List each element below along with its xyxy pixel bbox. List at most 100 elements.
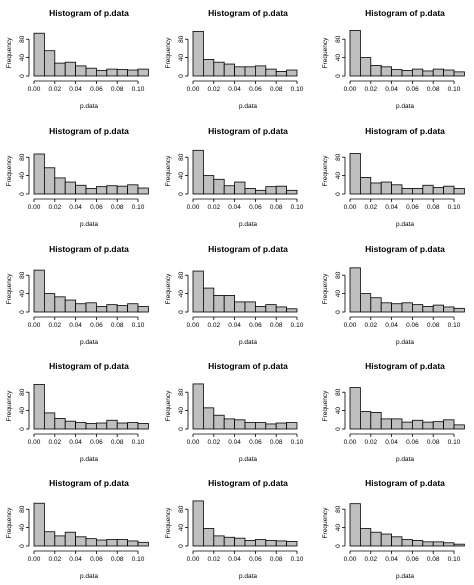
x-tick-label: 0.04: [228, 86, 241, 93]
histogram-bar: [265, 68, 277, 77]
x-tick-label: 0.06: [249, 204, 262, 211]
histogram-bar: [286, 69, 298, 77]
histogram-bar: [202, 59, 215, 77]
histogram-bar: [96, 186, 108, 195]
histogram-bar: [349, 30, 361, 77]
histogram-bar: [85, 302, 97, 313]
chart-title: Histogram of p.data: [365, 8, 445, 18]
histogram-bar: [137, 306, 149, 313]
x-tick-label: 0.08: [427, 322, 440, 329]
y-tick-label: 40: [19, 290, 26, 298]
histogram-panel-14: Histogram of p.data 0.00 0.02 0.04 0.06 0.08 0…: [165, 478, 304, 580]
histogram-bar: [443, 419, 455, 430]
x-tick-label: 0.04: [69, 204, 82, 211]
histogram-bar: [64, 420, 76, 430]
histogram-bar: [286, 189, 298, 195]
x-tick-label: 0.08: [270, 322, 283, 329]
histogram-bar: [223, 418, 235, 430]
histogram-bar: [443, 542, 455, 547]
histogram-bar: [116, 305, 128, 313]
histogram-bar: [234, 181, 246, 195]
x-tick-label: 0.04: [228, 556, 241, 563]
x-axis-label: p.data: [239, 221, 257, 228]
x-tick-label: 0.04: [228, 439, 241, 446]
x-tick-label: 0.04: [69, 322, 82, 329]
x-tick-label: 0.10: [291, 86, 304, 93]
x-tick-label: 0.08: [270, 86, 283, 93]
histogram-bar: [275, 71, 288, 77]
histogram-bar: [96, 70, 108, 77]
histogram-bar: [265, 423, 277, 430]
histogram-bar: [453, 71, 465, 77]
x-tick-label: 0.08: [111, 439, 124, 446]
histogram-bar: [359, 293, 372, 313]
histogram-bar: [137, 423, 149, 430]
histogram-panel-7: Histogram of p.data 0.00 0.02 0.04 0.06 0.08 0…: [6, 244, 149, 346]
x-tick-label: 0.02: [364, 556, 377, 563]
x-axis-label: p.data: [396, 103, 414, 110]
y-tick-label: 80: [335, 153, 342, 161]
histogram-bar: [213, 414, 225, 430]
y-axis-label: Frequency: [322, 37, 329, 68]
histogram-panel-9: Histogram of p.data 0.00 0.02 0.04 0.06 0.08 0…: [322, 244, 465, 346]
histogram-bar: [422, 541, 434, 547]
y-tick-label: 40: [19, 172, 26, 180]
histogram-bar: [33, 153, 45, 195]
histogram-bar: [96, 422, 108, 430]
histogram-bar: [85, 423, 97, 430]
histogram-bar: [349, 503, 361, 547]
histogram-bar: [391, 303, 403, 313]
x-tick-label: 0.10: [291, 204, 304, 211]
histogram-bar: [202, 407, 215, 430]
x-axis-label: p.data: [239, 103, 257, 110]
x-tick-label: 0.02: [48, 86, 61, 93]
y-axis-label: Frequency: [6, 390, 13, 421]
y-tick-label: 40: [335, 524, 342, 532]
histogram-bar: [234, 66, 246, 77]
x-tick-label: 0.04: [385, 204, 398, 211]
y-tick-label: 80: [178, 153, 185, 161]
y-tick-label: 0: [335, 544, 342, 548]
x-tick-label: 0.10: [291, 322, 304, 329]
histogram-bar: [54, 177, 66, 195]
histogram-panel-4: Histogram of p.data 0.00 0.02 0.04 0.06 0.08 0…: [6, 126, 149, 228]
histogram-bar: [370, 412, 382, 430]
x-axis-label: p.data: [396, 456, 414, 463]
histogram-bar: [349, 387, 361, 430]
y-axis-label: Frequency: [165, 507, 172, 538]
histogram-panel-12: Histogram of p.data 0.00 0.02 0.04 0.06 0.08 0…: [322, 361, 465, 463]
histogram-bar: [265, 540, 277, 547]
x-tick-label: 0.00: [28, 86, 41, 93]
y-tick-label: 0: [178, 310, 185, 314]
y-tick-label: 40: [335, 172, 342, 180]
histogram-bar: [106, 185, 118, 195]
y-tick-label: 80: [19, 388, 26, 396]
x-tick-label: 0.06: [406, 204, 419, 211]
x-axis-label: p.data: [80, 339, 98, 346]
x-tick-label: 0.06: [249, 439, 262, 446]
x-tick-label: 0.00: [344, 439, 357, 446]
x-tick-label: 0.00: [187, 86, 200, 93]
histogram-bar: [275, 540, 288, 547]
x-tick-label: 0.00: [344, 556, 357, 563]
histogram-bar: [192, 270, 204, 313]
y-tick-label: 40: [335, 407, 342, 415]
histogram-bar: [380, 418, 393, 430]
y-tick-label: 0: [19, 310, 26, 314]
x-tick-label: 0.00: [28, 556, 41, 563]
x-tick-label: 0.08: [427, 439, 440, 446]
y-axis-label: Frequency: [165, 155, 172, 186]
chart-title: Histogram of p.data: [208, 361, 288, 371]
histogram-panel-1: Histogram of p.data 0.00 0.02 0.04 0.06 0.08 0…: [6, 8, 149, 110]
y-axis-label: Frequency: [6, 507, 13, 538]
histogram-bar: [244, 301, 256, 313]
histogram-bar: [349, 267, 361, 313]
x-tick-label: 0.10: [291, 439, 304, 446]
y-tick-label: 80: [19, 271, 26, 279]
histogram-bar: [137, 187, 149, 195]
x-tick-label: 0.02: [207, 439, 220, 446]
histogram-bar: [106, 539, 118, 547]
x-tick-label: 0.10: [448, 322, 461, 329]
x-axis-label: p.data: [396, 339, 414, 346]
y-tick-label: 0: [335, 427, 342, 431]
